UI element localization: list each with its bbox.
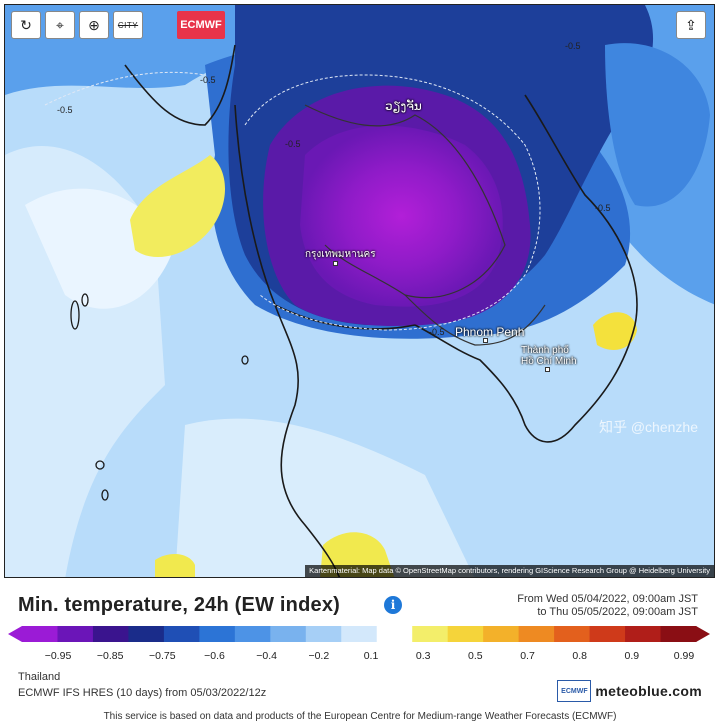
scale-swatch xyxy=(412,626,449,642)
island-3 xyxy=(95,460,105,470)
scale-swatch xyxy=(589,626,626,642)
scale-swatch xyxy=(22,626,58,642)
scale-swatch xyxy=(128,626,165,642)
city-dot-hcmc xyxy=(545,367,550,372)
city-label-bangkok: กรุงเทพมหานคร xyxy=(305,249,376,260)
scale-swatch xyxy=(92,626,129,642)
island-5 xyxy=(241,355,249,365)
scale-arrow-high xyxy=(696,626,710,642)
scale-swatch xyxy=(305,626,342,642)
scale-swatch xyxy=(483,626,520,642)
scale-swatch xyxy=(199,626,236,642)
scale-swatch xyxy=(447,626,484,642)
ecmwf-logo: ECMWF xyxy=(557,680,592,702)
contour-label: -0.5 xyxy=(57,105,73,115)
meteoblue-logo[interactable]: meteoblue.com xyxy=(595,683,702,699)
contour-north xyxy=(44,71,206,106)
refresh-icon: ↻ xyxy=(20,16,32,33)
scale-swatch xyxy=(341,626,378,642)
coastline-myanmar xyxy=(124,44,236,126)
map-view[interactable]: ↻ ⌖ ⊕ CITY ECMWF ⇪ ວຽງຈັນ กรุงเทพมหานคร … xyxy=(4,4,715,578)
scale-tick-label: 0.9 xyxy=(624,650,640,662)
time-range: From Wed 05/04/2022, 09:00am JST to Thu … xyxy=(517,593,698,619)
info-icon[interactable]: i xyxy=(384,596,402,614)
scale-tick-label: −0.4 xyxy=(256,650,278,662)
scale-swatch xyxy=(660,626,697,642)
island-1 xyxy=(70,300,80,330)
share-button[interactable]: ⇪ xyxy=(676,11,706,39)
model-label: ECMWF IFS HRES (10 days) from 05/03/2022… xyxy=(18,687,267,699)
border-cambodia xyxy=(404,294,546,346)
region-label: Thailand xyxy=(18,671,61,683)
map-canvas xyxy=(5,5,714,577)
island-2 xyxy=(81,293,89,307)
scale-tick-label: 0.99 xyxy=(673,650,695,662)
warm-spot-vietnam xyxy=(593,312,637,350)
scale-tick-label: −0.85 xyxy=(96,650,124,662)
scale-swatch xyxy=(270,626,307,642)
city-label-phnom-penh: Phnom Penh xyxy=(455,325,525,339)
scale-arrow-low xyxy=(8,626,22,642)
scale-tick-label: −0.6 xyxy=(204,650,225,662)
logos: ECMWF meteoblue.com xyxy=(557,680,702,702)
border-lines xyxy=(304,104,506,299)
zoom-button[interactable]: ⊕ xyxy=(79,11,109,39)
light-patch-south xyxy=(175,418,475,577)
scale-tick-label: −0.2 xyxy=(308,650,330,662)
city-label-hcmc: Thành phố Hồ Chí Minh xyxy=(521,345,577,367)
city-toggle-label: CITY xyxy=(117,20,139,30)
time-to: to Thu 05/05/2022, 09:00am JST xyxy=(537,606,698,618)
scale-swatch xyxy=(625,626,662,642)
contour-label: -0.5 xyxy=(565,41,581,51)
city-dot-bangkok xyxy=(333,261,338,266)
contour-label: -0.5 xyxy=(285,139,301,149)
zoom-icon: ⊕ xyxy=(88,16,100,33)
scale-swatch xyxy=(376,626,413,642)
scale-tick-label: 0.7 xyxy=(520,650,535,662)
coastline-indochina xyxy=(414,94,638,443)
scale-swatch xyxy=(518,626,555,642)
scale-swatch xyxy=(234,626,271,642)
island-4 xyxy=(101,489,109,501)
contour-label: -0.5 xyxy=(595,203,611,213)
city-toggle-button[interactable]: CITY xyxy=(113,11,143,39)
contour-minus-half xyxy=(244,74,541,331)
scale-swatch xyxy=(554,626,591,642)
disclaimer: This service is based on data and produc… xyxy=(103,711,617,722)
contour-label: -0.5 xyxy=(429,327,445,337)
watermark: 知乎 @chenzhe xyxy=(598,419,698,435)
scale-tick-label: 0.5 xyxy=(468,650,483,662)
scale-tick-label: 0.3 xyxy=(415,650,431,662)
locate-button[interactable]: ⌖ xyxy=(45,11,75,39)
city-label-vientiane: ວຽງຈັນ xyxy=(385,99,422,113)
map-attribution[interactable]: Kartenmaterial: Map data © OpenStreetMap… xyxy=(305,565,714,577)
color-scale-bar xyxy=(8,626,710,642)
time-from: From Wed 05/04/2022, 09:00am JST xyxy=(517,593,698,605)
legend-title: Min. temperature, 24h (EW index) xyxy=(18,594,341,616)
refresh-button[interactable]: ↻ xyxy=(11,11,41,39)
warm-spot-andaman xyxy=(130,155,225,258)
scale-swatch xyxy=(163,626,200,642)
coastline-peninsula xyxy=(234,104,341,577)
warm-spot-sumatra xyxy=(155,554,195,577)
contour-label: -0.5 xyxy=(200,75,216,85)
scale-tick-label: 0.1 xyxy=(363,650,379,662)
scale-tick-label: −0.95 xyxy=(44,650,72,662)
city-dot-phnom-penh xyxy=(483,338,488,343)
scale-tick-label: −0.75 xyxy=(149,650,176,662)
scale-tick-label: 0.8 xyxy=(572,650,587,662)
scale-swatch xyxy=(57,626,94,642)
source-badge[interactable]: ECMWF xyxy=(177,11,225,39)
locate-icon: ⌖ xyxy=(56,16,64,33)
blue-patch-east xyxy=(605,43,710,207)
magenta-core xyxy=(300,125,503,307)
share-icon: ⇪ xyxy=(685,16,697,33)
